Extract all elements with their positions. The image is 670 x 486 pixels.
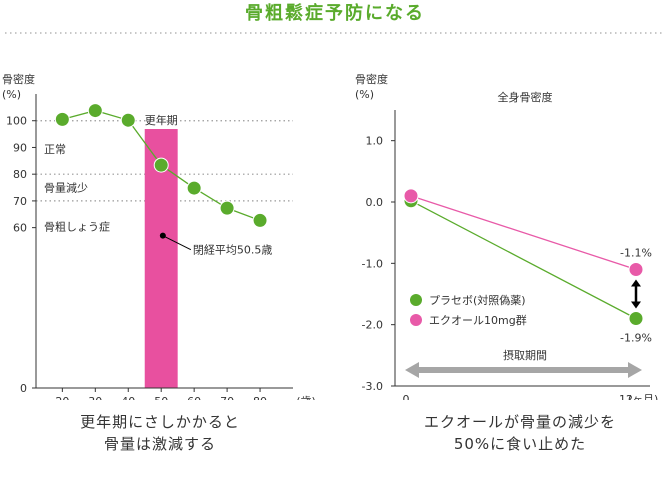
left-y-axis-label: 骨密度 xyxy=(2,72,35,86)
bone-density-point xyxy=(54,111,70,127)
left-chart: 骨密度 (%) 更年期 0 60 70 80 90 100 20 30 40 50 60 70 80 (歳) 正常… xyxy=(2,72,316,400)
series-point xyxy=(628,311,644,327)
series-point xyxy=(403,188,419,204)
left-y-tick-label: 100 xyxy=(6,115,27,128)
left-x-tick-label: 80 xyxy=(253,395,267,400)
legend-label: エクオール10mg群 xyxy=(429,313,527,327)
left-y-tick-label: 70 xyxy=(13,195,27,208)
difference-arrow-head-down xyxy=(631,301,641,309)
left-x-axis-unit: (歳) xyxy=(296,395,316,400)
left-caption-line-1: 更年期にさしかかると xyxy=(80,413,240,431)
series-line xyxy=(410,195,637,271)
left-x-tick-label: 40 xyxy=(121,395,135,400)
left-x-tick-label: 60 xyxy=(187,395,201,400)
intake-period-arrow-shaft xyxy=(417,367,630,373)
right-caption: エクオールが骨量の減少を 50%に食い止めた xyxy=(370,411,670,455)
bone-density-point xyxy=(186,180,202,196)
legend-swatch xyxy=(410,314,422,326)
legend-swatch xyxy=(410,294,422,306)
bone-density-charts: 骨粗鬆症予防になる 骨密度 (%) 更年期 0 60 70 80 90 100 20 30 40 50 6… xyxy=(2,2,665,400)
right-x-tick-label: 12 xyxy=(619,393,633,400)
left-x-tick-label: 50 xyxy=(154,395,168,400)
right-chart-title: 全身骨密度 xyxy=(498,90,553,104)
data-label-equol: -1.1% xyxy=(620,246,652,259)
left-caption-line-2: 骨量は激減する xyxy=(103,435,216,453)
left-y-tick-label: 90 xyxy=(13,141,27,154)
left-x-tick-label: 70 xyxy=(220,395,234,400)
bone-density-point xyxy=(219,200,235,216)
right-y-tick-label: 0.0 xyxy=(366,196,384,209)
series-point xyxy=(628,261,644,277)
zone-label: 正常 xyxy=(44,143,66,156)
zone-label: 骨量減少 xyxy=(44,181,88,195)
legend-label: プラセボ(対照偽薬) xyxy=(429,293,526,307)
left-x-tick-label: 20 xyxy=(55,395,69,400)
bone-density-point xyxy=(252,212,268,228)
menopause-annotation: 閉経平均50.5歳 xyxy=(193,244,273,257)
series-line xyxy=(410,200,637,320)
right-caption-line-2: 50%に食い止めた xyxy=(453,435,587,453)
left-y-tick-label: 80 xyxy=(13,168,27,181)
left-caption: 更年期にさしかかると 骨量は激減する xyxy=(10,411,310,455)
bone-density-point xyxy=(153,157,169,173)
intake-period-arrow-head-right xyxy=(628,362,642,378)
right-y-tick-label: -1.0 xyxy=(362,257,383,270)
intake-period-label: 摂取期間 xyxy=(503,348,547,362)
right-y-tick-label: 1.0 xyxy=(366,135,384,148)
right-y-axis-label: 骨密度 xyxy=(355,72,388,86)
menopause-band-label: 更年期 xyxy=(145,113,178,127)
right-y-tick-label: -2.0 xyxy=(362,319,383,332)
right-y-axis-unit: (%) xyxy=(355,88,374,101)
left-y-tick-label: 0 xyxy=(20,382,27,395)
right-chart: 骨密度 (%) 全身骨密度 -3.0 -2.0 -1.0 0.0 1.0 0 12(ヶ月) -1.1… xyxy=(355,72,658,400)
right-x-tick-label: 0 xyxy=(403,393,410,400)
bone-density-point xyxy=(87,103,103,119)
intake-period-arrow-head-left xyxy=(405,362,419,378)
right-caption-line-1: エクオールが骨量の減少を xyxy=(423,413,616,431)
left-y-axis-unit: (%) xyxy=(2,88,21,101)
page-title: 骨粗鬆症予防になる xyxy=(245,2,425,24)
zone-label: 骨粗しょう症 xyxy=(44,219,110,233)
left-y-tick-label: 60 xyxy=(13,222,27,235)
right-y-tick-label: -3.0 xyxy=(362,380,383,393)
data-label-placebo: -1.9% xyxy=(620,332,652,345)
bone-density-point xyxy=(120,112,136,128)
right-x-axis-unit: (ヶ月) xyxy=(628,393,659,400)
difference-arrow-head-up xyxy=(631,279,641,287)
menopause-leader-line xyxy=(162,235,192,251)
left-x-tick-label: 30 xyxy=(88,395,102,400)
